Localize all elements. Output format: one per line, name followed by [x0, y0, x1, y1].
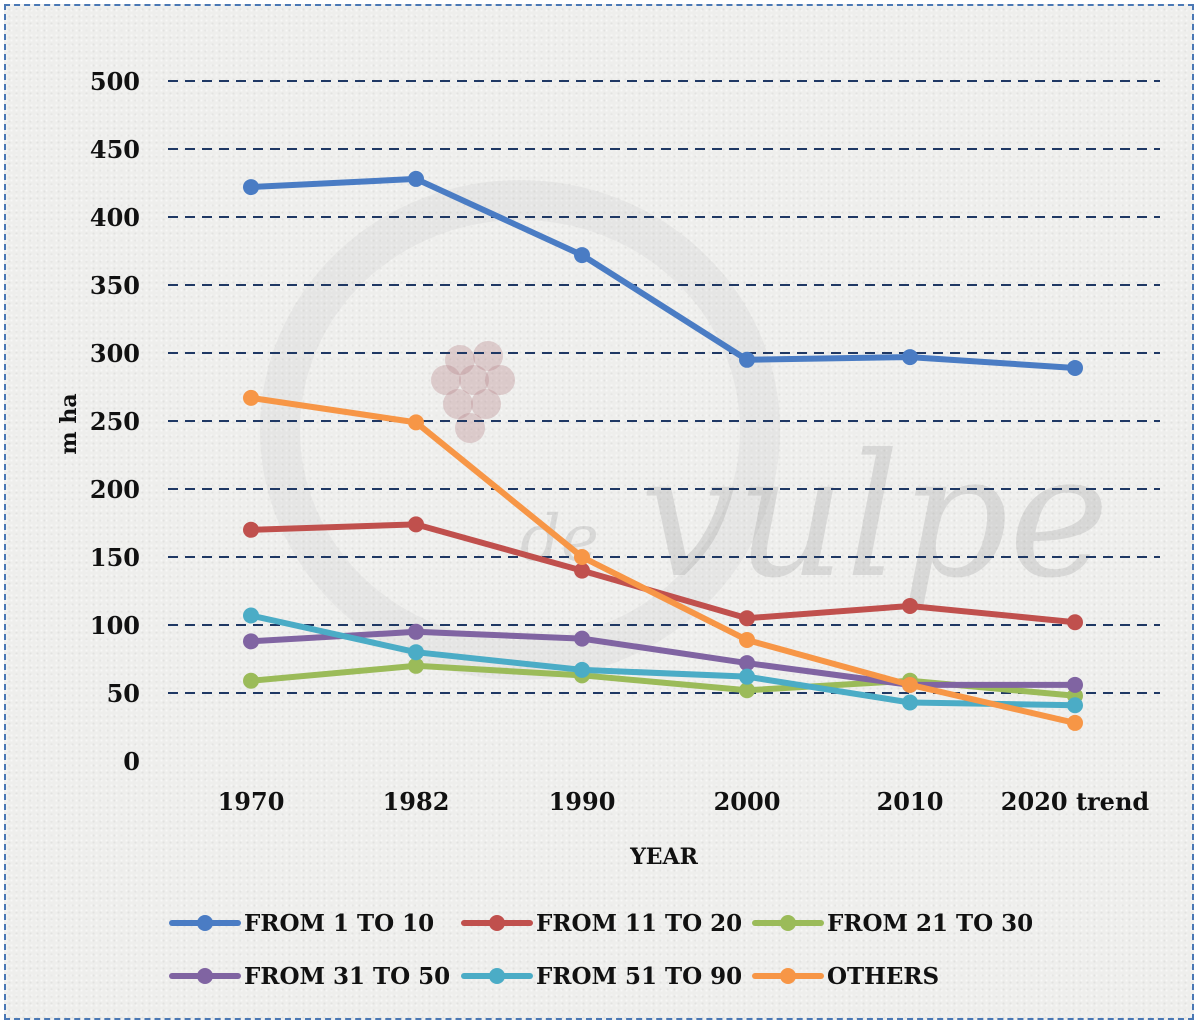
data-point — [408, 414, 424, 431]
y-tick-label: 200 — [90, 475, 140, 504]
legend-item: FROM 51 TO 90 — [461, 963, 742, 990]
data-point — [243, 521, 259, 538]
y-tick-label: 400 — [90, 203, 140, 232]
data-point — [902, 597, 918, 614]
x-axis-label: YEAR — [629, 844, 699, 870]
series-line — [248, 628, 1078, 688]
y-tick-label: 350 — [90, 271, 140, 300]
data-point — [902, 349, 918, 366]
data-point — [574, 247, 590, 264]
data-point — [243, 633, 259, 650]
legend-label: FROM 21 TO 30 — [827, 910, 1033, 937]
data-point — [739, 610, 755, 627]
series-1 — [243, 170, 1083, 376]
series-group — [243, 170, 1083, 731]
watermark: vulpe de — [260, 180, 1109, 680]
data-point — [739, 668, 755, 685]
legend: FROM 1 TO 10 FROM 11 TO 20 FROM 21 TO 30 FR… — [169, 910, 1033, 990]
data-point — [408, 516, 424, 533]
legend-item: OTHERS — [752, 963, 939, 990]
data-point — [243, 389, 259, 406]
x-tick-label: 2000 — [714, 787, 781, 816]
series-6 — [243, 389, 1083, 731]
legend-item: FROM 21 TO 30 — [752, 910, 1033, 937]
series-line — [248, 612, 1078, 709]
data-point — [243, 672, 259, 689]
legend-item: FROM 1 TO 10 — [169, 910, 434, 937]
data-point — [574, 549, 590, 565]
data-point — [739, 351, 755, 368]
y-tick-label: 0 — [123, 747, 140, 776]
series-5 — [243, 607, 1083, 714]
data-point — [408, 657, 424, 674]
x-tick-label: 1970 — [218, 787, 285, 816]
data-point — [902, 676, 918, 693]
x-tick-label: 2010 — [877, 787, 944, 816]
data-point — [408, 170, 424, 187]
y-tick-label: 150 — [90, 543, 140, 572]
legend-marker — [489, 915, 505, 931]
data-point — [1067, 697, 1083, 714]
legend-label: OTHERS — [827, 963, 939, 990]
x-axis-ticks: 1970 1982 1990 2000 2010 2020 trend — [218, 787, 1150, 816]
legend-label: FROM 11 TO 20 — [536, 910, 742, 937]
legend-label: FROM 31 TO 50 — [244, 963, 450, 990]
series-2 — [243, 516, 1083, 631]
y-axis-label: m ha — [56, 393, 82, 454]
legend-marker — [780, 915, 796, 931]
data-point — [408, 644, 424, 661]
data-point — [1067, 676, 1083, 693]
legend-marker — [489, 968, 505, 984]
legend-item: FROM 11 TO 20 — [461, 910, 742, 937]
grid-lines — [168, 80, 1160, 694]
svg-text:vulpe: vulpe — [640, 418, 1109, 616]
y-tick-label: 250 — [90, 407, 140, 436]
data-point — [902, 694, 918, 711]
data-point — [739, 631, 755, 648]
x-tick-label: 1982 — [383, 787, 450, 816]
legend-label: FROM 1 TO 10 — [244, 910, 434, 937]
y-tick-label: 100 — [90, 611, 140, 640]
legend-label: FROM 51 TO 90 — [536, 963, 742, 990]
data-point — [574, 630, 590, 647]
y-tick-label: 50 — [107, 679, 140, 708]
chart-frame — [4, 4, 1194, 1020]
data-point — [243, 607, 259, 624]
y-tick-label: 500 — [90, 67, 140, 96]
y-tick-label: 300 — [90, 339, 140, 368]
data-point — [574, 661, 590, 678]
y-axis-ticks: 0 50 100 150 200 250 300 350 400 450 500 — [90, 67, 140, 776]
y-tick-label: 450 — [90, 135, 140, 164]
data-point — [739, 682, 755, 699]
legend-marker — [197, 915, 213, 931]
series-line — [248, 521, 1078, 626]
data-point — [739, 655, 755, 672]
x-tick-label: 1990 — [549, 787, 616, 816]
data-point — [243, 179, 259, 196]
legend-item: FROM 31 TO 50 — [169, 963, 450, 990]
legend-marker — [780, 968, 796, 984]
data-point — [1067, 359, 1083, 376]
data-point — [1067, 714, 1083, 731]
x-tick-label: 2020 trend — [1001, 787, 1150, 816]
data-point — [1067, 614, 1083, 631]
data-point — [408, 623, 424, 640]
series-line — [248, 394, 1078, 726]
legend-marker — [197, 968, 213, 984]
series-line — [248, 175, 1078, 371]
data-point — [574, 562, 590, 579]
